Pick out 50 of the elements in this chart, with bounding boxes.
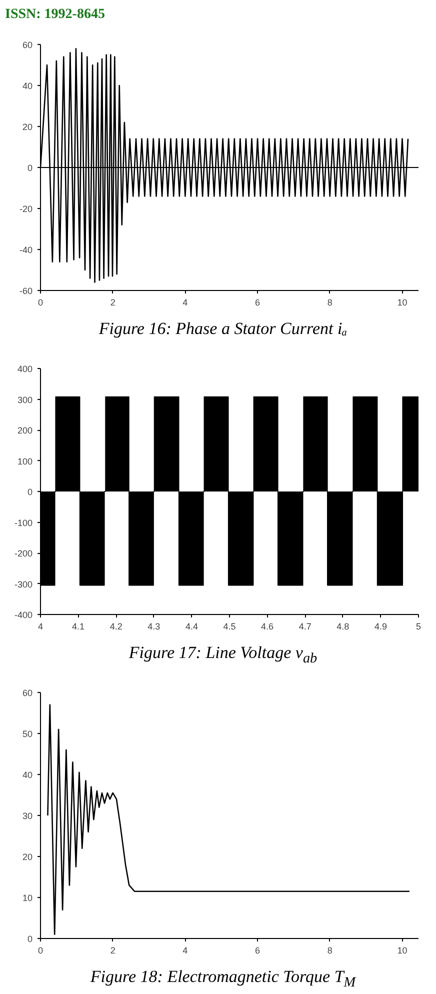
y-tick-label: -100 bbox=[14, 518, 32, 528]
x-tick-label: 4.9 bbox=[374, 622, 387, 632]
x-tick-label: 10 bbox=[397, 298, 408, 308]
y-tick-label: 200 bbox=[17, 426, 33, 436]
y-tick-label: 20 bbox=[22, 122, 33, 132]
x-tick-label: 4.5 bbox=[223, 622, 236, 632]
y-tick-label: -400 bbox=[14, 610, 32, 620]
x-tick-label: 6 bbox=[255, 946, 260, 956]
y-tick-label: -300 bbox=[14, 579, 32, 590]
x-tick-label: 8 bbox=[327, 946, 332, 956]
y-tick-label: -200 bbox=[14, 548, 32, 558]
y-tick-label: 400 bbox=[17, 364, 33, 374]
x-tick-label: 6 bbox=[255, 298, 260, 308]
x-tick-label: 0 bbox=[38, 298, 44, 308]
y-tick-label: -20 bbox=[19, 204, 33, 214]
x-tick-label: 4.2 bbox=[110, 622, 122, 632]
x-tick-label: 4 bbox=[182, 946, 188, 956]
text: Figure 17: Line Voltage v$_{ab}$ bbox=[128, 642, 318, 668]
x-tick-label: 4.3 bbox=[148, 622, 160, 632]
y-tick-label: 60 bbox=[22, 688, 33, 698]
y-tick-label: 50 bbox=[22, 729, 33, 739]
x-tick-label: 4.7 bbox=[298, 622, 312, 632]
x-tick-label: 4 bbox=[38, 622, 44, 632]
x-tick-label: 0 bbox=[38, 946, 44, 956]
text: ISSN: 1992-8645 bbox=[5, 6, 105, 24]
y-tick-label: 60 bbox=[22, 40, 33, 50]
x-tick-label: 10 bbox=[397, 946, 408, 956]
text: Figure 18: Electromagnetic Torque T$_{M}$ bbox=[90, 966, 356, 992]
y-tick-label: 100 bbox=[17, 456, 33, 466]
y-tick-label: 300 bbox=[17, 394, 33, 405]
x-tick-label: 5 bbox=[416, 622, 422, 632]
x-tick-label: 2 bbox=[110, 946, 116, 956]
x-tick-label: 4.6 bbox=[261, 622, 274, 632]
text: Figure 16: Phase a Stator Current iₐ bbox=[98, 318, 348, 340]
y-tick-label: 0 bbox=[27, 163, 33, 173]
x-tick-label: 4 bbox=[182, 298, 188, 308]
y-tick-label: 20 bbox=[22, 852, 33, 862]
y-tick-label: 10 bbox=[22, 893, 33, 903]
y-tick-label: 30 bbox=[22, 811, 33, 821]
y-tick-label: 40 bbox=[22, 770, 33, 780]
x-tick-label: 8 bbox=[327, 298, 332, 308]
y-tick-label: 40 bbox=[22, 81, 33, 91]
y-tick-label: 0 bbox=[27, 934, 33, 944]
y-tick-label: -60 bbox=[19, 286, 33, 296]
x-tick-label: 4.1 bbox=[72, 622, 85, 632]
x-tick-label: 4.4 bbox=[185, 622, 198, 632]
x-tick-label: 4.8 bbox=[336, 622, 350, 632]
y-tick-label: -40 bbox=[19, 245, 33, 255]
y-tick-label: 0 bbox=[27, 487, 33, 497]
x-tick-label: 2 bbox=[110, 298, 116, 308]
